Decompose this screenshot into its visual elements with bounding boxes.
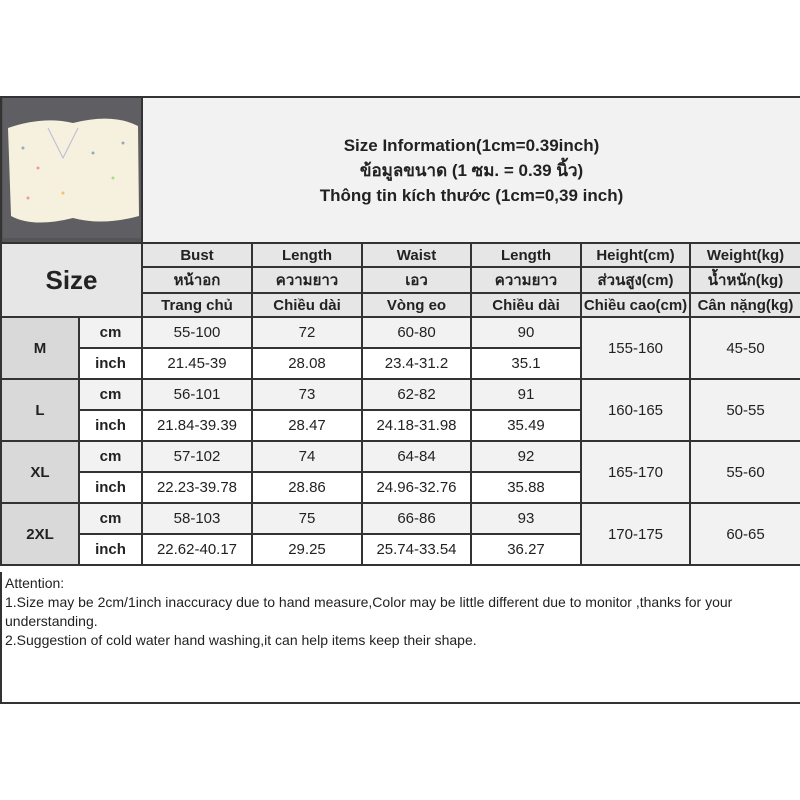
unit-cm: cm: [78, 316, 143, 349]
size-cell: L: [0, 378, 80, 442]
value-cell: 23.4-31.2: [361, 347, 472, 380]
header-waist-vi: Vòng eo: [361, 292, 472, 318]
weight-cell: 60-65: [689, 502, 800, 566]
header-height-vi: Chiều cao(cm): [580, 292, 691, 318]
value-cell: 75: [251, 502, 363, 535]
header-length-2-thai: ความยาว: [470, 266, 582, 294]
value-cell: 74: [251, 440, 363, 473]
header-height: Height(cm): [580, 242, 691, 268]
value-cell: 58-103: [141, 502, 253, 535]
value-cell: 64-84: [361, 440, 472, 473]
height-cell: 170-175: [580, 502, 691, 566]
value-cell: 28.47: [251, 409, 363, 442]
unit-inch: inch: [78, 347, 143, 380]
header-length: Length: [251, 242, 363, 268]
value-cell: 22.62-40.17: [141, 533, 253, 566]
header-length-2: Length: [470, 242, 582, 268]
table-row-cm: 2XL cm 58-103 75 66-86 93 170-175 60-65: [0, 502, 800, 566]
header-length-2-vi: Chiều dài: [470, 292, 582, 318]
height-cell: 165-170: [580, 440, 691, 504]
unit-inch: inch: [78, 471, 143, 504]
table-row-cm: XL cm 57-102 74 64-84 92 165-170 55-60: [0, 440, 800, 504]
size-cell: M: [0, 316, 80, 380]
value-cell: 66-86: [361, 502, 472, 535]
height-cell: 155-160: [580, 316, 691, 380]
header-bust-vi: Trang chủ: [141, 292, 253, 318]
title-thai: ข้อมูลขนาด (1 ซม. = 0.39 นิ้ว): [359, 160, 584, 180]
unit-cm: cm: [78, 378, 143, 411]
size-chart-table: Size Information(1cm=0.39inch) ข้อมูลขนา…: [0, 96, 800, 566]
pajama-product-image: [3, 99, 140, 238]
value-cell: 35.49: [470, 409, 582, 442]
table-row-inch: inch 21.45-39 28.08 23.4-31.2 35.1: [1, 347, 800, 380]
table-row-inch: inch 22.62-40.17 29.25 25.74-33.54 36.27: [1, 533, 800, 566]
header-height-thai: ส่วนสูง(cm): [580, 266, 691, 294]
height-cell: 160-165: [580, 378, 691, 442]
unit-inch: inch: [78, 409, 143, 442]
value-cell: 25.74-33.54: [361, 533, 472, 566]
value-cell: 21.84-39.39: [141, 409, 253, 442]
size-info-title: Size Information(1cm=0.39inch) ข้อมูลขนา…: [141, 96, 800, 244]
attention-note: Attention: 1.Size may be 2cm/1inch inacc…: [0, 572, 800, 704]
value-cell: 91: [470, 378, 582, 411]
value-cell: 36.27: [470, 533, 582, 566]
unit-inch: inch: [78, 533, 143, 566]
value-cell: 29.25: [251, 533, 363, 566]
value-cell: 35.1: [470, 347, 582, 380]
product-photo: [0, 96, 143, 244]
unit-cm: cm: [78, 440, 143, 473]
title-english: Size Information(1cm=0.39inch): [343, 135, 600, 155]
weight-cell: 50-55: [689, 378, 800, 442]
value-cell: 73: [251, 378, 363, 411]
value-cell: 92: [470, 440, 582, 473]
size-cell: 2XL: [0, 502, 80, 566]
table-row-inch: inch 22.23-39.78 28.86 24.96-32.76 35.88: [1, 471, 800, 504]
attention-line-1: 1.Size may be 2cm/1inch inaccuracy due t…: [5, 594, 733, 629]
attention-line-2: 2.Suggestion of cold water hand washing,…: [5, 632, 477, 648]
header-length-vi: Chiều dài: [251, 292, 363, 318]
value-cell: 93: [470, 502, 582, 535]
value-cell: 90: [470, 316, 582, 349]
header-waist: Waist: [361, 242, 472, 268]
weight-cell: 45-50: [689, 316, 800, 380]
header-weight-thai: น้ำหนัก(kg): [689, 266, 800, 294]
header-bust-thai: หน้าอก: [141, 266, 253, 294]
title-vietnamese: Thông tin kích thước (1cm=0,39 inch): [319, 185, 624, 205]
value-cell: 55-100: [141, 316, 253, 349]
value-cell: 22.23-39.78: [141, 471, 253, 504]
value-cell: 57-102: [141, 440, 253, 473]
unit-cm: cm: [78, 502, 143, 535]
header-weight: Weight(kg): [689, 242, 800, 268]
value-cell: 28.08: [251, 347, 363, 380]
value-cell: 24.96-32.76: [361, 471, 472, 504]
value-cell: 60-80: [361, 316, 472, 349]
value-cell: 21.45-39: [141, 347, 253, 380]
value-cell: 62-82: [361, 378, 472, 411]
value-cell: 24.18-31.98: [361, 409, 472, 442]
header-length-thai: ความยาว: [251, 266, 363, 294]
size-header: Size: [0, 242, 143, 318]
value-cell: 56-101: [141, 378, 253, 411]
value-cell: 28.86: [251, 471, 363, 504]
value-cell: 72: [251, 316, 363, 349]
size-cell: XL: [0, 440, 80, 504]
weight-cell: 55-60: [689, 440, 800, 504]
header-bust: Bust: [141, 242, 253, 268]
value-cell: 35.88: [470, 471, 582, 504]
attention-heading: Attention:: [5, 575, 65, 591]
header-weight-vi: Cân nặng(kg): [689, 292, 800, 318]
header-waist-thai: เอว: [361, 266, 472, 294]
table-row-inch: inch 21.84-39.39 28.47 24.18-31.98 35.49: [1, 409, 800, 442]
